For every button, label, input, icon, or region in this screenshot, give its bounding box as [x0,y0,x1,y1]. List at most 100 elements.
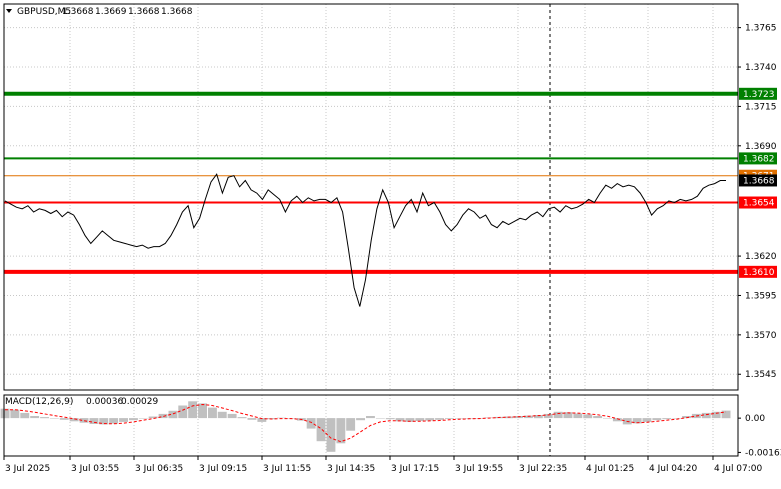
macd-histogram-bar [178,405,188,419]
panel-frames [3,3,739,457]
macd-histogram-bar [652,418,662,421]
macd-histogram-bar [573,413,583,419]
macd-histogram-bar [158,413,168,419]
main-panel-frame [3,3,739,391]
macd-histogram-bar [533,415,543,419]
macd-histogram-bar [563,412,573,419]
macd-histogram-bar [69,418,79,422]
macd-histogram-bar [356,418,365,421]
macd-histogram-bar [593,416,603,419]
macd-histogram-bar [326,418,336,452]
price-axis: 1.3765 1.3740 1.3715 1.3690 1.3620 1.3595 1.35… [738,24,777,380]
macd-signal-line [5,403,727,443]
x-tick-label: 3 Jul 22:35 [519,464,567,474]
macd-histogram-bar [435,418,444,420]
macd-histogram-bar [415,418,425,421]
macd-histogram-bar [30,416,40,419]
macd-histogram-bar [10,409,20,419]
ohlc-high: 1.3669 [95,7,127,17]
macd-histogram-bar [662,418,672,420]
macd-histogram-bar [672,418,682,419]
macd-histogram-bar [306,418,316,429]
macd-histogram-bar [119,418,128,422]
macd-histogram-bar [99,418,109,425]
macd-histogram-bar [385,418,395,420]
x-tick-label: 3 Jul 09:15 [199,464,247,474]
macd-histogram-bar [721,410,731,419]
macd-histogram-bar [711,411,721,419]
x-tick-label: 3 Jul 17:15 [391,464,439,474]
ohlc-low: 1.3668 [128,7,160,17]
y-tick-label: 1.3595 [745,291,777,301]
macd-histogram-bar [109,418,119,424]
x-tick-label: 3 Jul 2025 [5,464,50,474]
macd-histogram-bar [148,416,158,419]
macd-signal-value: 0.00029 [121,397,158,407]
macd-histogram-bar [366,416,375,419]
level-badge-label: 1.3682 [743,154,775,164]
macd-histogram-bar [682,416,691,419]
level-badge [739,196,777,209]
macd-histogram-bar [49,418,59,419]
support-resistance-levels [4,91,738,274]
level-badge-label: 1.3723 [743,90,775,100]
macd-histogram-bar [642,418,652,422]
macd-histogram-bar [237,417,247,419]
level-badge [739,265,777,278]
macd-panel [0,401,731,452]
macd-histogram-bar [188,401,198,419]
level-badge-label: 1.3654 [743,199,775,209]
macd-histogram-bar [612,418,622,422]
x-tick-label: 3 Jul 06:35 [135,464,183,474]
x-tick-label: 4 Jul 04:20 [649,464,698,474]
macd-panel-frame [3,394,739,457]
macd-histogram-bar [138,418,148,419]
level-badge [739,152,777,165]
macd-histogram-bar [603,418,612,419]
macd-histogram-bar [40,417,49,419]
x-tick-label: 3 Jul 03:55 [71,464,119,474]
macd-histogram-bar [375,418,385,419]
y-tick-label: 1.3570 [745,331,777,341]
macd-header: MACD(12,26,9) 0.00036 0.00029 [5,397,158,407]
current-price-badge [739,174,777,187]
macd-histogram-bar [553,411,563,419]
macd-histogram-bar [524,415,533,419]
macd-histogram-bar [395,418,405,422]
x-tick-label: 3 Jul 14:35 [327,464,375,474]
macd-histogram-bar [79,418,89,423]
macd-histogram-bar [257,418,267,422]
time-axis: 3 Jul 2025 3 Jul 03:55 3 Jul 06:35 3 Jul 09… [3,456,763,474]
macd-histogram-bar [316,418,326,442]
collapse-triangle-icon[interactable] [6,9,12,13]
x-tick-label: 3 Jul 19:55 [455,464,503,474]
y-tick-label: 1.3545 [745,370,777,380]
symbol-label: GBPUSD,M5 [17,7,71,17]
macd-tick-label: 0.00 [745,414,765,424]
x-tick-label: 4 Jul 01:25 [586,464,634,474]
macd-histogram-bar [247,418,257,420]
macd-histogram-bar [20,412,30,419]
price-series [4,173,726,307]
macd-histogram-bar [336,418,346,444]
macd-histogram-bar [59,418,69,420]
y-tick-label: 1.3620 [745,252,777,262]
macd-histogram-bar [0,408,10,419]
macd-histogram-bar [208,407,217,419]
macd-indicator-label: MACD(12,26,9) [5,397,73,407]
macd-histogram-bar [168,410,178,419]
macd-histogram-bar [583,414,593,419]
macd-histogram-bar [227,413,237,419]
macd-histogram-bar [405,418,415,422]
chart-header: GBPUSD,M5 1.3668 1.3669 1.3668 1.3668 [6,7,193,17]
current-price-label: 1.3668 [743,176,775,186]
grid [3,4,738,456]
ohlc-close: 1.3668 [161,7,193,17]
x-tick-label: 3 Jul 11:55 [263,464,311,474]
y-tick-label: 1.3765 [745,24,777,34]
macd-histogram-bar [454,418,464,419]
macd-histogram-bar [543,413,553,419]
